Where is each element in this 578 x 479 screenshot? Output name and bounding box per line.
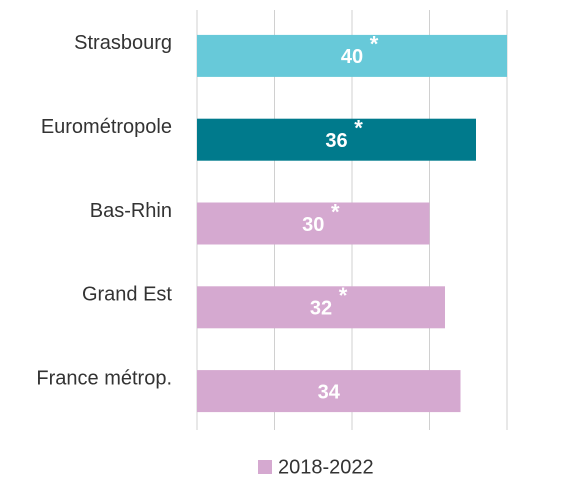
annotation: * xyxy=(339,283,348,308)
bar xyxy=(197,286,445,329)
value-label: 32 xyxy=(310,298,332,320)
bar xyxy=(197,118,476,161)
value-label: 36 xyxy=(325,130,347,152)
category-label: Grand Est xyxy=(82,284,172,306)
value-label: 40 xyxy=(341,46,363,68)
value-label: 34 xyxy=(318,381,341,403)
value-label: 30 xyxy=(302,214,324,236)
legend-swatch xyxy=(258,460,272,474)
annotation: * xyxy=(354,116,363,141)
annotation: * xyxy=(331,199,340,224)
annotation: * xyxy=(370,32,379,57)
bar xyxy=(197,202,430,245)
category-label: Bas-Rhin xyxy=(90,200,172,222)
category-label: Eurométropole xyxy=(41,116,172,138)
category-label: France métrop. xyxy=(36,367,172,389)
category-label: Strasbourg xyxy=(74,32,172,54)
bar xyxy=(197,34,507,77)
legend-label: 2018-2022 xyxy=(278,456,374,478)
bar xyxy=(197,370,461,413)
